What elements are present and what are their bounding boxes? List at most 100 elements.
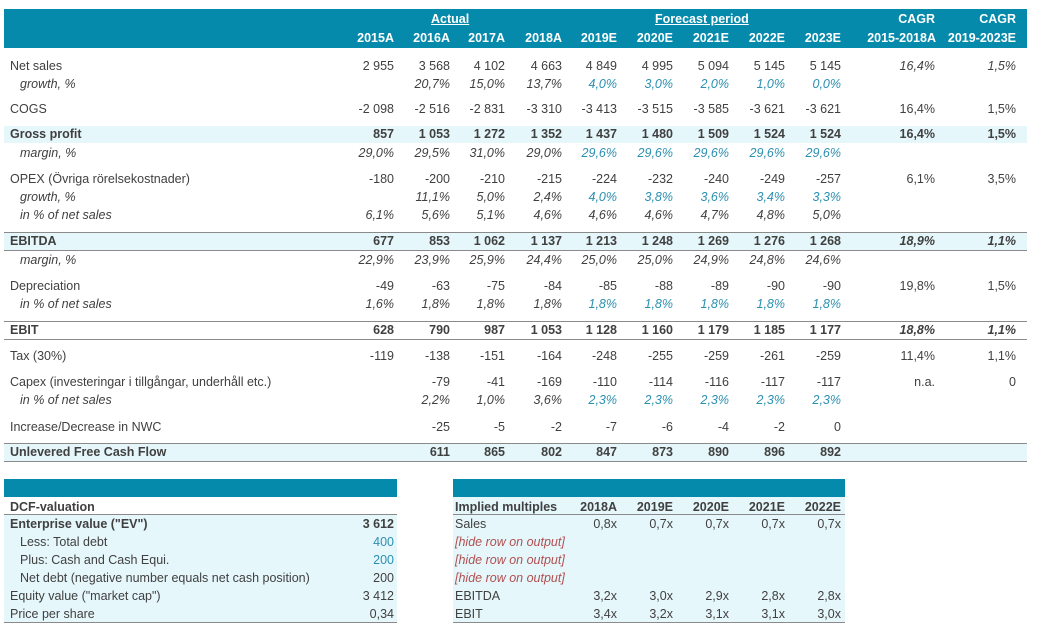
table-row: Increase/Decrease in NWC -25 -5 -2 -7 -6 -4 -2 0 [0,418,1037,436]
cell-2017A: 1,8% [476,297,506,311]
cell-2016A: 790 [429,323,450,337]
cell-2022E: 24,8% [749,253,785,267]
table-row: Capex (investeringar i tillgångar, under… [0,373,1037,391]
cell-2023E: -257 [815,172,841,186]
row-label: margin, % [20,146,77,160]
cell-2023E: 1 268 [809,234,841,248]
row-label: margin, % [20,253,77,267]
table-row: COGS -2 098 -2 516 -2 831 -3 310 -3 413 -3 515… [0,100,1037,118]
cell-2020E: 3,8% [644,190,674,204]
cell-2017A: -210 [479,172,505,186]
cell-2016A: 1 053 [418,127,450,141]
cell-2019E: -224 [591,172,617,186]
dcf-label: Plus: Cash and Cash Equi. [20,553,170,567]
ebitda-bottom-rule [4,250,1027,251]
cagr1-cell: 19,8% [899,279,935,293]
cell-2022E: 1 524 [753,127,785,141]
cell-2018A: 13,7% [526,77,562,91]
multiples-year-2020E: 2020E [692,500,729,514]
cell-2018A: 2,4% [533,190,563,204]
cell-2020E: 4 995 [641,59,673,73]
cell-2017A: 25,9% [469,253,505,267]
cell-2018A: -169 [536,375,562,389]
cell-2023E: 892 [820,445,841,459]
cell-2020E: 29,6% [637,146,673,160]
cell-2019E: 2,3% [588,393,618,407]
cell-2019E: 4,0% [588,190,618,204]
cagr1-cell: 6,1% [906,172,936,186]
row-label: in % of net sales [20,393,112,407]
cell-2019E: 4,0% [588,77,618,91]
ufcf-band [4,444,1027,461]
cell-2022E: -90 [766,279,785,293]
gross-profit-band [4,126,1027,143]
cagr1-cell: 18,8% [899,323,935,337]
table-header-bar [4,9,1027,48]
table-row: Tax (30%) -119 -138 -151 -164 -248 -255 -259 -26… [0,347,1037,365]
cagr1-header-bottom: 2015-2018A [867,31,936,45]
cell-2016A: -2 516 [414,102,450,116]
cell-2019E: -248 [591,349,617,363]
cell-2017A: 865 [484,445,505,459]
row-label: in % of net sales [20,297,112,311]
multiples-row: [hide row on output] [0,569,1037,587]
cell-2020E: 1 160 [641,323,673,337]
cell-2016A: 11,1% [415,190,450,204]
cell-2019E: 1 213 [585,234,617,248]
dcf-label: Net debt (negative number equals net cas… [20,571,310,585]
cell-2023E: 1 524 [809,127,841,141]
dcf-row: Less: Total debt 400 [0,533,1037,551]
cell-2017A: 31,0% [469,146,505,160]
ebitda-band [4,233,1027,250]
dcf-value: 400 [373,535,394,549]
cell-2018A: -215 [536,172,562,186]
table-row: in % of net sales 2,2% 1,0% 3,6% 2,3% 2,3% 2,3… [0,391,1037,409]
dcf-value: 3 612 [362,517,394,531]
cell-2018A: 802 [541,445,562,459]
row-label: OPEX (Övriga rörelsekostnader) [10,172,190,186]
multiples-label: EBIT [455,607,483,621]
dcf-value: 200 [373,553,394,567]
dcf-label: Equity value ("market cap") [10,589,161,603]
cell-2016A: -25 [431,420,450,434]
cell-2020E: 1,8% [644,297,674,311]
cell-2019E: -3 413 [581,102,617,116]
dcf-row: Price per share 0,34 [0,605,1037,623]
cell-2021E: -89 [710,279,729,293]
row-label: COGS [10,102,47,116]
cell-2022E: -3 621 [749,102,785,116]
cell-2018A: 3,6% [533,393,563,407]
cell-2020E: 1 248 [641,234,673,248]
table-row: Depreciation -49 -63 -75 -84 -85 -88 -89 -90 -90 1… [0,277,1037,295]
cell-2019E: 4,6% [588,208,618,222]
cell-2023E: -3 621 [805,102,841,116]
cell-2021E: 1 179 [697,323,729,337]
cell-2019E: 29,6% [581,146,617,160]
cell-2017A: 987 [484,323,505,337]
cell-2018A: 4,6% [533,208,563,222]
cell-2017A: 15,0% [469,77,505,91]
cell-2017A: 5,0% [476,190,506,204]
cell-2015A: -2 098 [358,102,394,116]
cell-2021E: 4,7% [700,208,730,222]
multiples-row: [hide row on output] [0,551,1037,569]
multiples-header-row: 2018A 2019E 2020E 2021E 2022E [0,498,1037,516]
cell-2021E: -4 [717,420,729,434]
cell-2017A: 1 272 [473,127,505,141]
dcf-value: 200 [373,571,394,585]
cagr1-header-top: CAGR [898,12,935,26]
multiples-year-2018A: 2018A [580,500,617,514]
multiples-label: EBITDA [455,589,501,603]
cell-2021E: 24,9% [693,253,729,267]
table-row: OPEX (Övriga rörelsekostnader) -180 -200 -2… [0,170,1037,188]
dcf-row: Enterprise value ("EV") 3 612 [0,515,1037,533]
row-label: Depreciation [10,279,81,293]
cagr2-cell: 0 [1009,375,1016,389]
multiple-cell-2019E: 0,7x [649,517,673,531]
cell-2016A: 29,5% [414,146,450,160]
cell-2020E: -6 [661,420,673,434]
cell-2016A: -200 [424,172,450,186]
cell-2016A: 3 568 [418,59,450,73]
multiple-cell-2021E: 3,1x [761,607,785,621]
dcf-row: Equity value ("market cap") 3 412 [0,587,1037,605]
